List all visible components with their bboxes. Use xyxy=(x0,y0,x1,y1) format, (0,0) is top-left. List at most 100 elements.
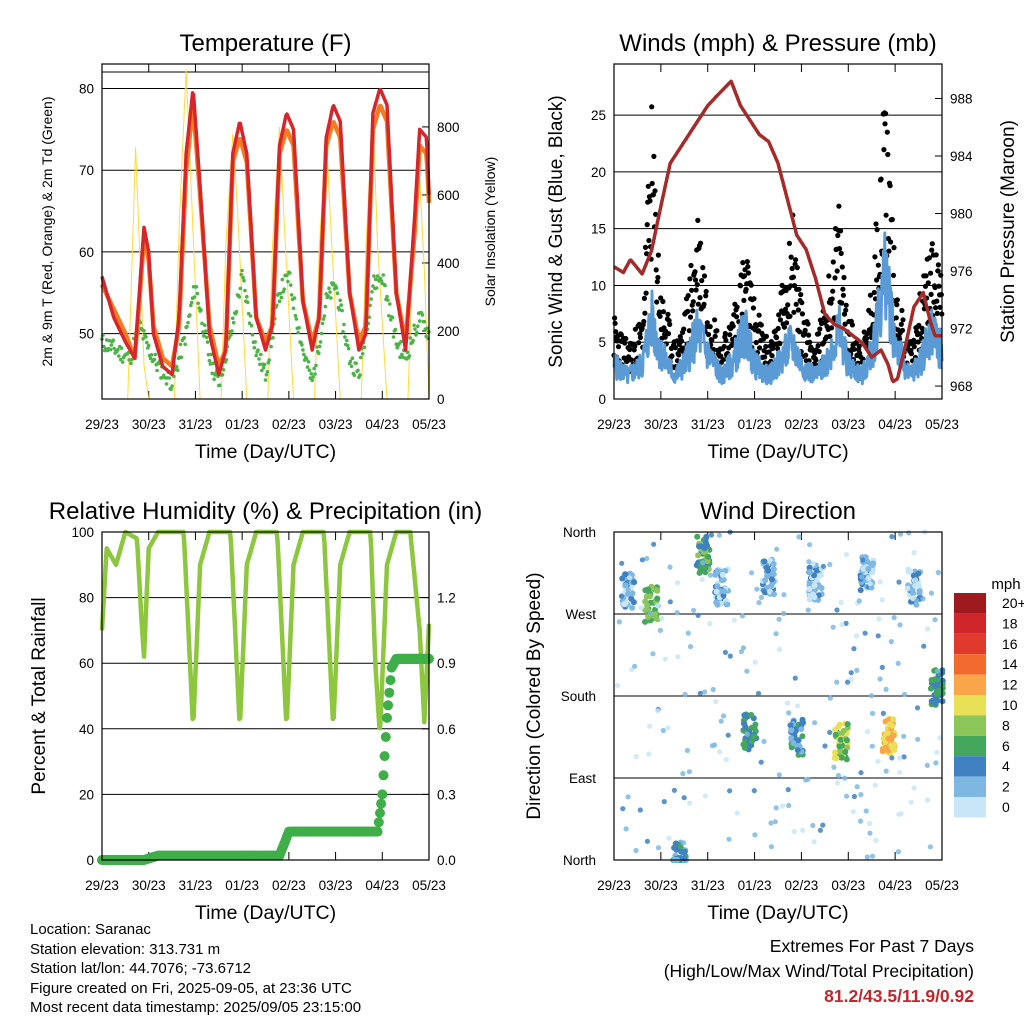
dewpoint-point xyxy=(230,329,234,333)
dewpoint-point xyxy=(362,345,367,350)
wind-direction-point xyxy=(883,768,889,774)
dewpoint-point xyxy=(155,368,159,373)
wind-direction-point xyxy=(924,797,931,803)
wind-direction-point xyxy=(856,598,862,604)
gust-point xyxy=(894,297,901,303)
dewpoint-point xyxy=(373,277,378,282)
gust-point xyxy=(748,282,754,288)
x-tick-label-2-1: 30/23 xyxy=(132,878,166,893)
wind-direction-point xyxy=(680,771,686,777)
wind-direction-point xyxy=(752,832,758,838)
gust-point xyxy=(788,254,794,260)
wind-direction-point xyxy=(864,558,871,565)
dewpoint-point xyxy=(412,323,416,328)
wind-direction-point xyxy=(867,581,873,587)
gust-point xyxy=(656,309,663,315)
wind-direction-point xyxy=(879,597,885,603)
wind-direction-point xyxy=(751,788,757,794)
gust-point xyxy=(698,240,704,246)
wind-direction-point xyxy=(780,803,786,809)
y-tick-label-2-4: 80 xyxy=(79,591,94,606)
dewpoint-point xyxy=(141,337,145,341)
dewpoint-point xyxy=(240,268,244,273)
wind-direction-point xyxy=(719,571,726,578)
pressure-line xyxy=(613,79,943,384)
gust-point xyxy=(882,121,888,127)
gust-point xyxy=(785,302,791,308)
gust-point xyxy=(694,282,700,288)
station-latlon: Station lat/lon: 44.7076; -73.6712 xyxy=(30,960,252,977)
gust-point xyxy=(890,272,897,278)
gust-point xyxy=(883,111,889,117)
wind-direction-point xyxy=(858,770,864,776)
wind-direction-point xyxy=(860,557,866,563)
dewpoint-point xyxy=(208,362,213,366)
dewpoint-point xyxy=(359,355,363,360)
wind-direction-point xyxy=(654,595,661,602)
wind-direction-point xyxy=(642,618,648,625)
gust-point xyxy=(796,286,802,292)
gust-point xyxy=(838,250,844,256)
plot-frame-2 xyxy=(101,531,430,861)
x-tick-label-1-5: 03/23 xyxy=(831,417,865,432)
precip-point xyxy=(385,675,396,686)
wind-direction-point xyxy=(674,610,680,616)
dewpoint-point xyxy=(329,296,333,300)
wind-direction-point xyxy=(760,587,766,594)
wind-direction-point xyxy=(646,751,652,757)
gust-point xyxy=(803,352,809,358)
wind-direction-point xyxy=(723,601,729,607)
wind-direction-point xyxy=(799,733,806,740)
dewpoint-point xyxy=(271,336,275,340)
gust-point xyxy=(750,305,757,311)
gust-point xyxy=(784,320,790,326)
gust-point xyxy=(681,326,687,332)
dewpoint-point xyxy=(321,317,326,321)
wind-direction-point xyxy=(928,685,934,692)
wind-direction-point xyxy=(644,555,650,562)
dewpoint-point xyxy=(319,331,324,336)
dewpoint-point xyxy=(413,327,417,331)
wind-direction-point xyxy=(877,579,883,585)
gust-point xyxy=(789,265,795,272)
gust-point xyxy=(712,333,718,339)
wind-direction-point xyxy=(806,559,812,565)
gust-point xyxy=(842,321,848,327)
dewpoint-point xyxy=(383,283,387,288)
dewpoint-point xyxy=(161,373,166,378)
dewpoint-point xyxy=(335,291,340,296)
wind-direction-point xyxy=(652,606,658,613)
x-tick-label-0-5: 03/23 xyxy=(319,417,353,432)
wind-direction-point xyxy=(820,563,827,570)
x-axis-label-3: Time (Day/UTC) xyxy=(707,902,848,924)
wind-direction-point xyxy=(844,737,850,744)
y2-tick-label-1-5: 988 xyxy=(950,92,973,107)
gust-point xyxy=(929,247,935,253)
wind-direction-point xyxy=(694,533,701,540)
wind-direction-point xyxy=(770,571,777,578)
dewpoint-point xyxy=(297,326,301,330)
wind-direction-point xyxy=(822,743,828,749)
gust-point xyxy=(916,322,922,328)
extremes-title: Extremes For Past 7 Days xyxy=(769,936,974,956)
gust-point xyxy=(884,129,890,135)
wind-direction-point xyxy=(785,787,791,793)
dewpoint-point xyxy=(349,364,354,369)
gust-point xyxy=(816,348,822,355)
x-tick-label-3-5: 03/23 xyxy=(831,878,865,893)
gust-point xyxy=(888,239,894,245)
dewpoint-point xyxy=(288,283,293,287)
wind-direction-point xyxy=(702,539,709,546)
wind-direction-point xyxy=(859,574,865,580)
gust-point xyxy=(695,301,701,307)
legend-label-6: 8 xyxy=(1002,717,1010,733)
dewpoint-point xyxy=(282,287,287,292)
dewpoint-point xyxy=(328,290,332,294)
legend-swatch-6 xyxy=(954,715,986,736)
wind-direction-point xyxy=(721,588,728,595)
dewpoint-point xyxy=(317,351,321,356)
gust-point xyxy=(701,301,707,307)
dewpoint-point xyxy=(188,313,192,317)
wind-direction-point xyxy=(647,723,653,729)
gust-point xyxy=(788,283,794,289)
